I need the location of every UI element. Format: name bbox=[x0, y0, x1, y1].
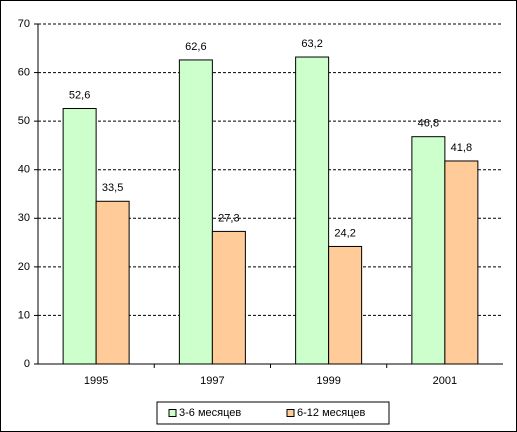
y-tick-label: 10 bbox=[18, 309, 30, 321]
y-tick-label: 70 bbox=[18, 18, 30, 30]
value-label: 33,5 bbox=[102, 182, 123, 194]
legend-label: 6-12 месяцев bbox=[297, 407, 366, 419]
x-tick-label: 2001 bbox=[433, 375, 457, 387]
value-label: 24,2 bbox=[334, 227, 355, 239]
legend-swatch bbox=[286, 409, 295, 417]
value-label: 63,2 bbox=[301, 38, 322, 50]
value-label: 27,3 bbox=[218, 212, 239, 224]
value-label: 52,6 bbox=[69, 89, 90, 101]
bar bbox=[328, 245, 363, 365]
x-tick-label: 1999 bbox=[316, 375, 340, 387]
value-label: 41,8 bbox=[451, 142, 472, 154]
legend-box bbox=[156, 401, 390, 425]
x-tick-label: 1997 bbox=[200, 375, 224, 387]
bar bbox=[95, 200, 130, 365]
value-label: 46,8 bbox=[418, 118, 439, 130]
y-tick-label: 30 bbox=[18, 212, 30, 224]
bar bbox=[178, 59, 213, 365]
bar bbox=[211, 230, 246, 365]
bar bbox=[444, 160, 479, 365]
bar bbox=[62, 108, 97, 365]
y-tick-label: 60 bbox=[18, 66, 30, 78]
y-tick-label: 0 bbox=[24, 358, 30, 370]
bar bbox=[411, 136, 446, 365]
legend-swatch bbox=[168, 409, 177, 417]
legend-label: 3-6 месяцев bbox=[179, 407, 241, 419]
y-tick-label: 50 bbox=[18, 115, 30, 127]
value-label: 62,6 bbox=[185, 41, 206, 53]
y-tick-label: 40 bbox=[18, 164, 30, 176]
bar bbox=[295, 56, 330, 365]
x-tick-label: 1995 bbox=[84, 375, 108, 387]
y-tick-label: 20 bbox=[18, 261, 30, 273]
